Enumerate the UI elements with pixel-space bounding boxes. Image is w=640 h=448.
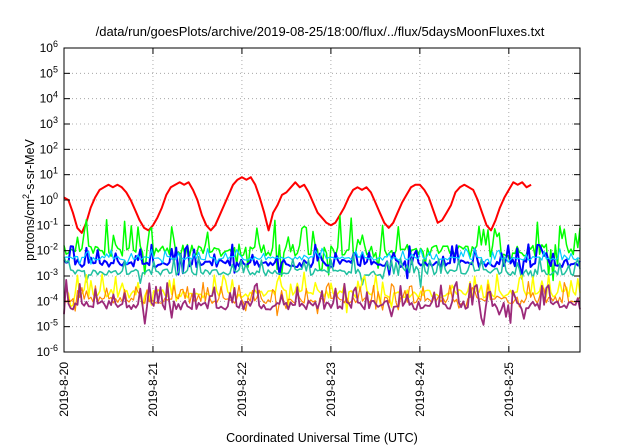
- y-tick-label: 103: [40, 115, 58, 131]
- y-tick-label: 10-6: [37, 343, 58, 359]
- y-tick-label: 106: [40, 39, 58, 55]
- y-axis: 10-6 10-5 10-4 10-3 10-2 10-1 100 101 102 103 104 1…: [37, 39, 580, 359]
- y-axis-label-base: protons/cm: [23, 199, 37, 261]
- y-tick-label: 10-5: [37, 318, 58, 334]
- series-line-6: [63, 281, 581, 317]
- series-line-2: [63, 243, 581, 280]
- series-group: [63, 176, 581, 326]
- x-axis-label: Coordinated Universal Time (UTC): [226, 431, 418, 445]
- x-tick-label: 2019-8-21: [146, 362, 160, 417]
- x-axis: 2019-8-20 2019-8-21 2019-8-22 2019-8-23 2019…: [57, 48, 516, 417]
- y-tick-label: 10-4: [37, 292, 58, 308]
- y-axis-label-rest: -s-sr-MeV: [23, 138, 37, 194]
- x-tick-label: 2019-8-24: [413, 362, 427, 417]
- x-tick-label: 2019-8-22: [235, 362, 249, 417]
- y-tick-label: 10-3: [37, 267, 58, 283]
- y-tick-label: 10-2: [37, 242, 58, 258]
- series-line-7: [63, 279, 581, 326]
- y-tick-label: 101: [40, 166, 58, 182]
- grid: [64, 48, 580, 352]
- y-axis-label-sup: 2: [21, 194, 31, 199]
- y-tick-label: 100: [40, 191, 58, 207]
- y-tick-label: 105: [40, 64, 58, 80]
- series-line-1: [63, 214, 581, 282]
- x-tick-label: 2019-8-20: [57, 362, 71, 417]
- y-tick-label: 102: [40, 140, 58, 156]
- chart-title: /data/run/goesPlots/archive/2019-08-25/1…: [96, 24, 545, 39]
- y-tick-label: 10-1: [37, 216, 58, 232]
- series-line-3: [63, 247, 581, 266]
- y-axis-label: protons/cm2-s-sr-MeV: [21, 138, 37, 260]
- y-tick-label: 104: [40, 90, 58, 106]
- x-tick-label: 2019-8-23: [324, 362, 338, 417]
- series-line-0: [63, 176, 532, 234]
- x-tick-label: 2019-8-25: [502, 362, 516, 417]
- series-line-4: [63, 252, 581, 288]
